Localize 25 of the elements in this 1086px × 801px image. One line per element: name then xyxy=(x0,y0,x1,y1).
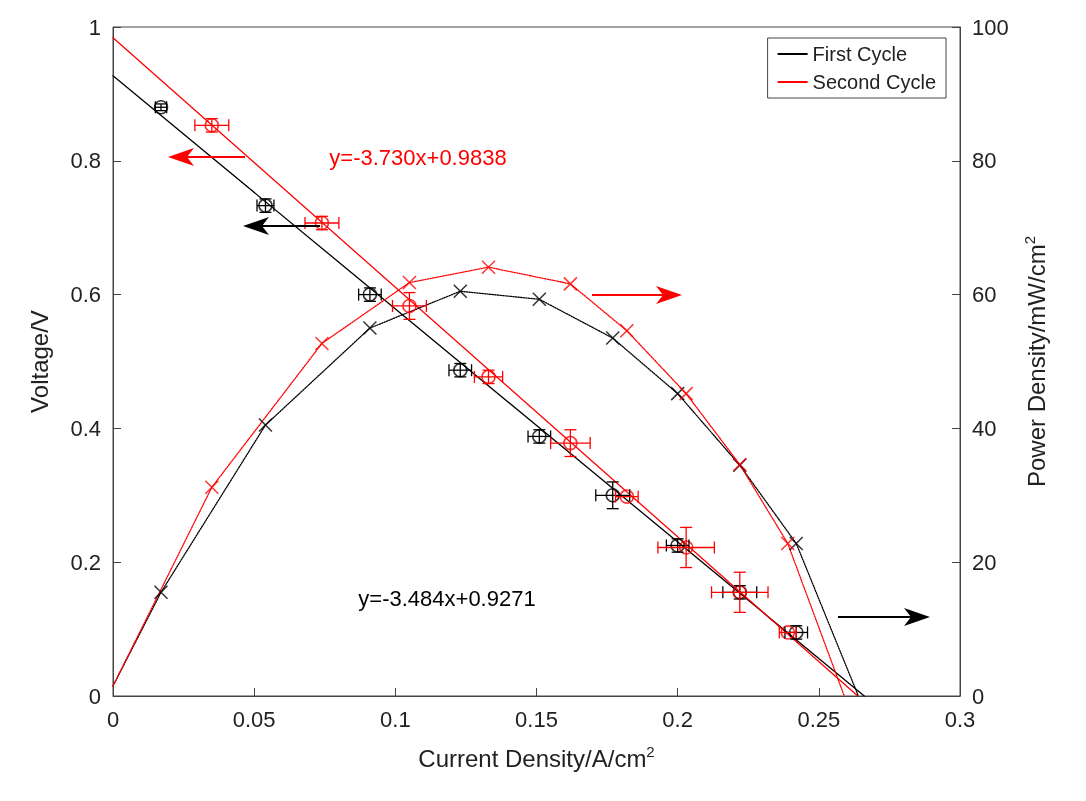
y2-tick-label: 60 xyxy=(972,282,997,308)
y-axis-title: Voltage/V xyxy=(25,310,53,413)
y-tick-label: 0.8 xyxy=(70,148,101,174)
y-tick-label: 0 xyxy=(88,683,101,709)
y2-tick-label: 80 xyxy=(972,148,997,174)
annotation: y=-3.484x+0.9271 xyxy=(358,585,536,611)
y2-tick-label: 40 xyxy=(972,415,997,441)
y-tick-label: 1 xyxy=(88,14,101,40)
annotation: y=-3.730x+0.9838 xyxy=(329,144,507,170)
x-tick-label: 0.25 xyxy=(797,706,841,732)
x-tick-label: 0.05 xyxy=(232,706,276,732)
legend-label: First Cycle xyxy=(812,43,908,65)
y2-tick-label: 100 xyxy=(972,14,1009,40)
x-tick-label: 0.1 xyxy=(380,706,411,732)
y-tick-label: 0.4 xyxy=(70,415,101,441)
legend-label: Second Cycle xyxy=(812,71,937,93)
x-tick-label: 0.15 xyxy=(515,706,558,732)
y-tick-label: 0.2 xyxy=(70,549,101,575)
y-tick-label: 0.6 xyxy=(70,282,101,308)
x-tick-label: 0.3 xyxy=(944,706,976,732)
y2-axis-title: Power Density/mW/cm2 xyxy=(1021,235,1050,488)
x-tick-label: 0 xyxy=(106,706,120,732)
y2-tick-label: 0 xyxy=(972,683,985,709)
x-tick-label: 0.2 xyxy=(662,706,693,732)
y2-tick-label: 20 xyxy=(972,549,997,575)
